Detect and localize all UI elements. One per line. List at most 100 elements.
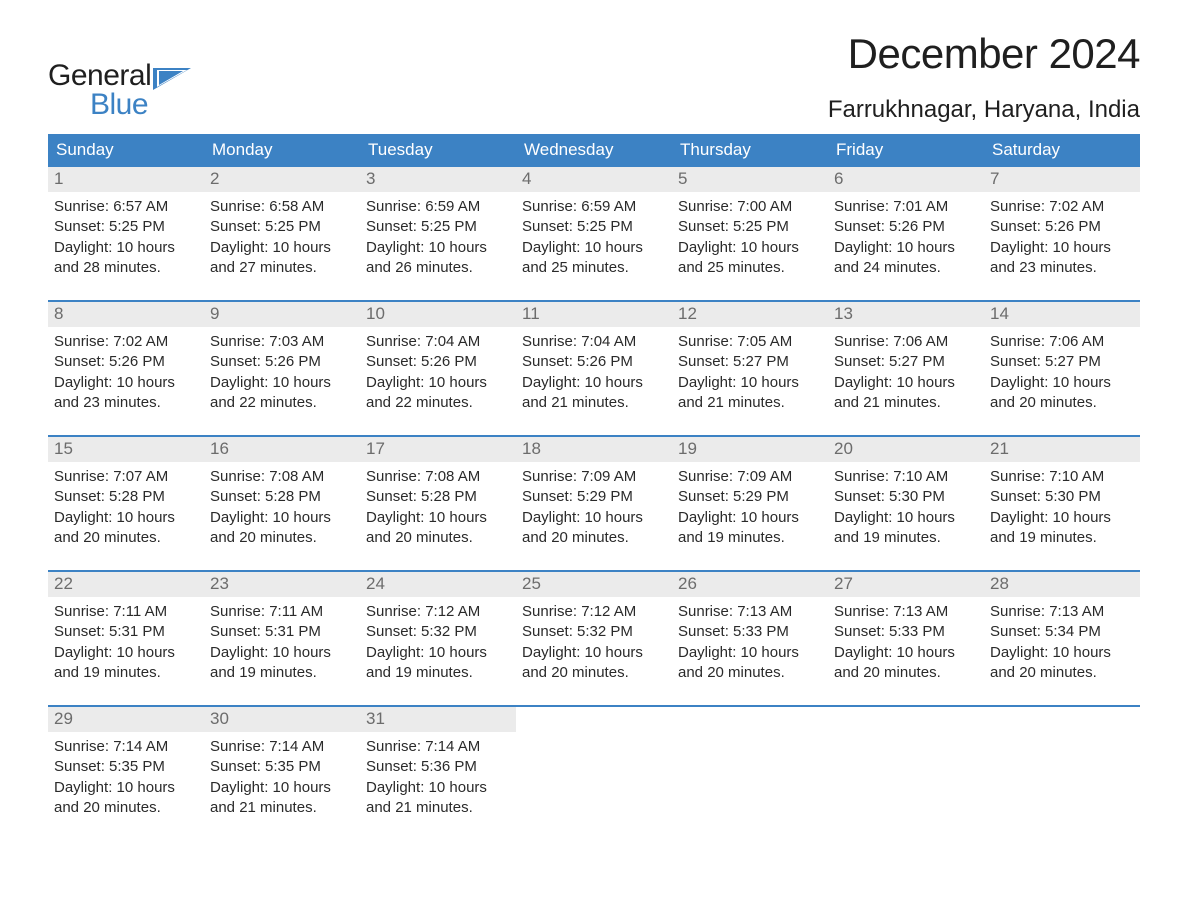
day-info-line: Daylight: 10 hours (210, 778, 354, 798)
day-info-line: Sunrise: 7:09 AM (678, 467, 822, 487)
day-info-line: Sunrise: 7:02 AM (990, 197, 1134, 217)
day-number: 29 (48, 707, 204, 732)
day-info-line: Sunrise: 7:06 AM (990, 332, 1134, 352)
day-info-line: Sunrise: 6:59 AM (366, 197, 510, 217)
day-info-line: and 23 minutes. (54, 393, 198, 413)
day-info: Sunrise: 7:07 AMSunset: 5:28 PMDaylight:… (48, 462, 204, 554)
day-info-line: and 20 minutes. (522, 528, 666, 548)
day-info: Sunrise: 7:06 AMSunset: 5:27 PMDaylight:… (984, 327, 1140, 419)
day-cell: 19Sunrise: 7:09 AMSunset: 5:29 PMDayligh… (672, 437, 828, 554)
day-info: Sunrise: 7:02 AMSunset: 5:26 PMDaylight:… (984, 192, 1140, 284)
day-header-cell: Monday (204, 134, 360, 167)
day-cell: 5Sunrise: 7:00 AMSunset: 5:25 PMDaylight… (672, 167, 828, 284)
day-info-line: Sunset: 5:28 PM (54, 487, 198, 507)
day-info: Sunrise: 6:57 AMSunset: 5:25 PMDaylight:… (48, 192, 204, 284)
day-info-line: Sunrise: 7:00 AM (678, 197, 822, 217)
day-number: 17 (360, 437, 516, 462)
day-info-line: Sunrise: 7:04 AM (522, 332, 666, 352)
day-header-cell: Wednesday (516, 134, 672, 167)
day-number: 11 (516, 302, 672, 327)
day-cell (672, 707, 828, 824)
day-info-line: and 19 minutes. (990, 528, 1134, 548)
day-cell: 8Sunrise: 7:02 AMSunset: 5:26 PMDaylight… (48, 302, 204, 419)
location: Farrukhnagar, Haryana, India (828, 96, 1140, 124)
day-info-line: and 19 minutes. (834, 528, 978, 548)
day-info-line: Sunset: 5:27 PM (678, 352, 822, 372)
day-info-line: Sunset: 5:25 PM (522, 217, 666, 237)
day-info-line: Sunset: 5:28 PM (366, 487, 510, 507)
day-number: 27 (828, 572, 984, 597)
flag-icon (153, 68, 191, 90)
day-info-line: Daylight: 10 hours (678, 238, 822, 258)
day-info-line: Sunrise: 7:08 AM (366, 467, 510, 487)
day-cell: 7Sunrise: 7:02 AMSunset: 5:26 PMDaylight… (984, 167, 1140, 284)
day-cell: 12Sunrise: 7:05 AMSunset: 5:27 PMDayligh… (672, 302, 828, 419)
day-number: 26 (672, 572, 828, 597)
day-cell (828, 707, 984, 824)
day-info-line: Daylight: 10 hours (210, 238, 354, 258)
day-number: 19 (672, 437, 828, 462)
day-info-line: Daylight: 10 hours (678, 373, 822, 393)
day-info-line: Daylight: 10 hours (210, 508, 354, 528)
day-cell: 17 Sunrise: 7:08 AMSunset: 5:28 PMDayligh… (360, 437, 516, 554)
day-number: 9 (204, 302, 360, 327)
day-cell: 24Sunrise: 7:12 AMSunset: 5:32 PMDayligh… (360, 572, 516, 689)
day-info-line: and 21 minutes. (678, 393, 822, 413)
day-info-line: Sunrise: 7:09 AM (522, 467, 666, 487)
day-cell (516, 707, 672, 824)
day-info-line: and 20 minutes. (990, 663, 1134, 683)
day-info: Sunrise: 7:02 AMSunset: 5:26 PMDaylight:… (48, 327, 204, 419)
day-info-line: Daylight: 10 hours (990, 238, 1134, 258)
day-info-line: Sunset: 5:28 PM (210, 487, 354, 507)
logo-line2: Blue (48, 91, 151, 120)
day-info-line: Sunrise: 7:14 AM (210, 737, 354, 757)
logo: General Blue (48, 30, 191, 119)
day-info-line: and 21 minutes. (522, 393, 666, 413)
day-info-line: Sunset: 5:32 PM (366, 622, 510, 642)
day-info-line: Daylight: 10 hours (990, 508, 1134, 528)
day-number: 28 (984, 572, 1140, 597)
day-info-line: Daylight: 10 hours (990, 643, 1134, 663)
day-info: Sunrise: 7:10 AMSunset: 5:30 PMDaylight:… (984, 462, 1140, 554)
day-number: 3 (360, 167, 516, 192)
day-info-line: Sunset: 5:36 PM (366, 757, 510, 777)
day-info-line: Sunset: 5:25 PM (366, 217, 510, 237)
day-header-cell: Sunday (48, 134, 204, 167)
day-info-line: and 22 minutes. (210, 393, 354, 413)
calendar: SundayMondayTuesdayWednesdayThursdayFrid… (48, 134, 1140, 824)
day-number: 24 (360, 572, 516, 597)
day-cell: 22Sunrise: 7:11 AMSunset: 5:31 PMDayligh… (48, 572, 204, 689)
day-info-line: Sunrise: 7:07 AM (54, 467, 198, 487)
day-info-line: Sunrise: 7:10 AM (834, 467, 978, 487)
day-info-line: Sunrise: 7:14 AM (366, 737, 510, 757)
day-info-line: Daylight: 10 hours (678, 643, 822, 663)
month-title: December 2024 (828, 30, 1140, 78)
day-cell: 28Sunrise: 7:13 AMSunset: 5:34 PMDayligh… (984, 572, 1140, 689)
day-info-line: Daylight: 10 hours (366, 508, 510, 528)
day-info: Sunrise: 7:04 AMSunset: 5:26 PMDaylight:… (516, 327, 672, 419)
day-info-line: Daylight: 10 hours (54, 373, 198, 393)
day-cell: 1Sunrise: 6:57 AMSunset: 5:25 PMDaylight… (48, 167, 204, 284)
day-info-line: Daylight: 10 hours (366, 373, 510, 393)
day-cell: 25Sunrise: 7:12 AMSunset: 5:32 PMDayligh… (516, 572, 672, 689)
day-info: Sunrise: 7:13 AMSunset: 5:33 PMDaylight:… (828, 597, 984, 689)
day-info-line: and 19 minutes. (366, 663, 510, 683)
day-info-line: Daylight: 10 hours (678, 508, 822, 528)
day-info: Sunrise: 7:09 AMSunset: 5:29 PMDaylight:… (516, 462, 672, 554)
day-number: 16 (204, 437, 360, 462)
day-info-line: Sunrise: 7:12 AM (366, 602, 510, 622)
day-info-line: Daylight: 10 hours (834, 238, 978, 258)
day-info-line: and 19 minutes. (54, 663, 198, 683)
day-info-line: Sunset: 5:31 PM (54, 622, 198, 642)
day-info-line: Sunrise: 7:14 AM (54, 737, 198, 757)
day-info-line: Sunset: 5:26 PM (54, 352, 198, 372)
day-number: 1 (48, 167, 204, 192)
day-number: 22 (48, 572, 204, 597)
day-header-row: SundayMondayTuesdayWednesdayThursdayFrid… (48, 134, 1140, 167)
day-cell: 9Sunrise: 7:03 AMSunset: 5:26 PMDaylight… (204, 302, 360, 419)
day-info: Sunrise: 7:06 AMSunset: 5:27 PMDaylight:… (828, 327, 984, 419)
day-cell: 23Sunrise: 7:11 AMSunset: 5:31 PMDayligh… (204, 572, 360, 689)
day-info-line: and 20 minutes. (210, 528, 354, 548)
day-info-line: Sunrise: 7:05 AM (678, 332, 822, 352)
week-row: 1Sunrise: 6:57 AMSunset: 5:25 PMDaylight… (48, 167, 1140, 284)
